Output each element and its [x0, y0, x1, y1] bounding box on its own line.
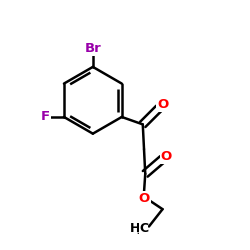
Text: 3: 3 — [137, 228, 143, 236]
Text: F: F — [41, 110, 50, 124]
Text: H: H — [130, 222, 140, 235]
Text: Br: Br — [84, 42, 101, 55]
Text: O: O — [161, 150, 172, 162]
Text: C: C — [139, 222, 148, 235]
Text: O: O — [138, 192, 150, 205]
Text: O: O — [157, 98, 168, 111]
